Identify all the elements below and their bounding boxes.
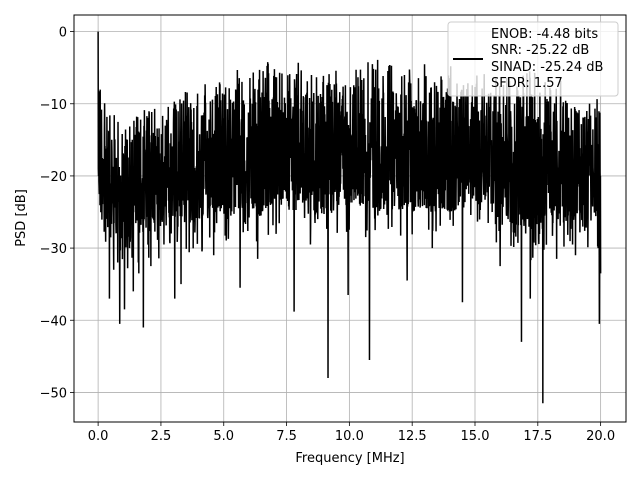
legend-line: ENOB: -4.48 bits: [491, 27, 598, 42]
y-tick-label: −50: [40, 386, 67, 401]
plot-frame: [73, 14, 627, 423]
x-axis-ticks: 0.0 2.5 5.0 7.5 10.0 12.5 15.0 17.5 20.0: [88, 422, 615, 444]
legend-line: SINAD: -25.24 dB: [491, 60, 603, 75]
legend: ENOB: -4.48 bits SNR: -25.22 dB SINAD: -…: [447, 21, 619, 97]
y-tick-label: 0: [59, 26, 67, 41]
y-tick-label: −10: [40, 98, 67, 113]
y-tick-label: −40: [40, 314, 67, 329]
x-tick-label: 12.5: [398, 429, 427, 444]
x-tick-label: 5.0: [213, 429, 234, 444]
x-tick-label: 0.0: [88, 429, 109, 444]
x-tick-label: 20.0: [586, 429, 615, 444]
legend-box: [447, 21, 619, 97]
x-tick-label: 17.5: [523, 429, 552, 444]
y-axis-ticks: 0 −10 −20 −30 −40 −50: [40, 26, 74, 401]
x-tick-label: 7.5: [276, 429, 297, 444]
x-tick-label: 10.0: [335, 429, 364, 444]
y-tick-label: −30: [40, 242, 67, 257]
y-axis-label: PSD [dB]: [14, 189, 29, 247]
x-axis-label: Frequency [MHz]: [295, 451, 404, 466]
x-tick-label: 2.5: [151, 429, 172, 444]
y-tick-label: −20: [40, 170, 67, 185]
x-tick-label: 15.0: [461, 429, 490, 444]
legend-line: SNR: -25.22 dB: [491, 43, 589, 58]
legend-line: SFDR: 1.57: [491, 76, 563, 91]
